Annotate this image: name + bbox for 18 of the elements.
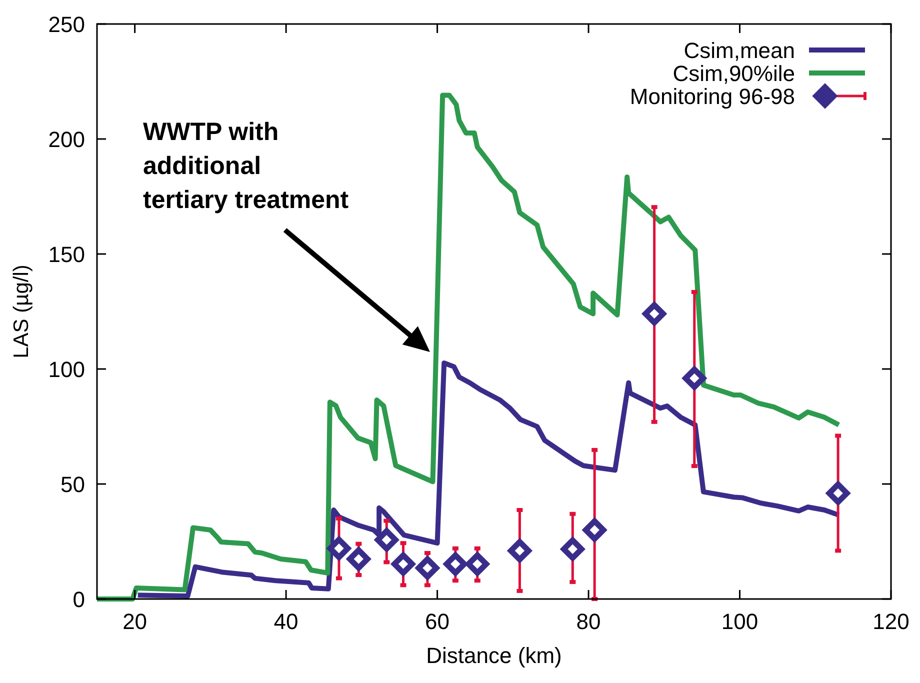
annotation: WWTP with additional tertiary treatment	[143, 118, 350, 214]
y-tick-label: 50	[60, 472, 85, 497]
y-tick-label: 100	[48, 357, 85, 382]
y-tick-label: 200	[48, 127, 85, 152]
legend-label: Csim,mean	[684, 38, 795, 63]
y-tick-label: 0	[72, 587, 85, 612]
x-tick-label: 100	[721, 609, 758, 634]
x-axis-title: Distance (km)	[426, 643, 562, 668]
x-tick-label: 60	[425, 609, 450, 634]
legend-label: Csim,90%ile	[672, 61, 795, 86]
y-tick-label: 250	[48, 12, 85, 37]
y-tick-label: 150	[48, 242, 85, 267]
x-tick-label: 40	[274, 609, 298, 634]
legend-label: Monitoring 96-98	[630, 84, 795, 109]
x-tick-label: 20	[122, 609, 148, 634]
y-axis-title: LAS (µg/l)	[10, 264, 33, 358]
x-tick-label: 80	[576, 609, 601, 634]
x-tick-label: 120	[872, 609, 910, 634]
